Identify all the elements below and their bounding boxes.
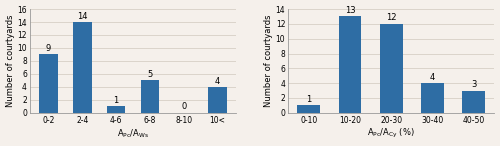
Text: 5: 5	[147, 70, 152, 79]
X-axis label: A$_\mathrm{Pc}$/A$_\mathrm{Ws}$: A$_\mathrm{Pc}$/A$_\mathrm{Ws}$	[117, 127, 149, 140]
Text: 0: 0	[181, 102, 186, 112]
X-axis label: A$_\mathrm{Pc}$/A$_\mathrm{Cy}$ (%): A$_\mathrm{Pc}$/A$_\mathrm{Cy}$ (%)	[368, 127, 415, 140]
Text: 1: 1	[306, 95, 312, 104]
Text: 13: 13	[344, 6, 356, 15]
Bar	[73, 22, 92, 113]
Text: 9: 9	[46, 44, 51, 53]
Text: 1: 1	[114, 96, 118, 105]
Bar	[140, 80, 159, 113]
Text: 12: 12	[386, 13, 396, 22]
Bar	[106, 106, 126, 113]
Text: 3: 3	[471, 80, 476, 89]
Y-axis label: Number of courtyards: Number of courtyards	[264, 15, 273, 107]
Bar	[39, 54, 58, 113]
Text: 14: 14	[77, 12, 88, 21]
Y-axis label: Number of courtyards: Number of courtyards	[6, 15, 15, 107]
Text: 4: 4	[430, 73, 435, 82]
Bar	[298, 105, 320, 113]
Bar	[208, 87, 227, 113]
Bar	[380, 24, 402, 113]
Text: 4: 4	[215, 77, 220, 86]
Bar	[421, 83, 444, 113]
Bar	[462, 91, 485, 113]
Bar	[338, 16, 361, 113]
